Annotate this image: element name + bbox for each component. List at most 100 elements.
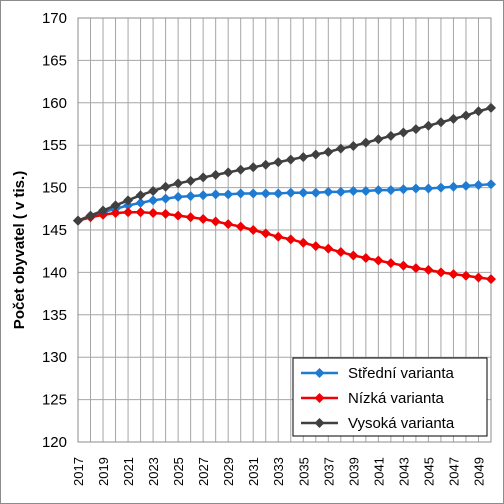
data-point bbox=[448, 181, 459, 192]
data-point bbox=[123, 207, 134, 218]
legend-label: Střední varianta bbox=[348, 365, 455, 382]
legend-marker bbox=[314, 418, 325, 428]
legend-label: Vysoká varianta bbox=[348, 415, 455, 432]
y-tick-label: 155 bbox=[42, 137, 67, 154]
data-point bbox=[323, 243, 334, 254]
data-point bbox=[310, 149, 321, 160]
data-point bbox=[260, 188, 271, 199]
y-tick-label: 150 bbox=[42, 180, 67, 197]
data-point bbox=[273, 157, 284, 168]
series-group bbox=[73, 102, 496, 285]
legend-item: Střední varianta bbox=[301, 365, 455, 382]
data-point bbox=[148, 208, 159, 219]
plot-area-border bbox=[77, 17, 492, 443]
data-point bbox=[335, 143, 346, 154]
series-3 bbox=[73, 102, 496, 226]
data-point bbox=[398, 260, 409, 271]
data-point bbox=[460, 180, 471, 191]
data-point bbox=[210, 169, 221, 180]
data-point bbox=[373, 134, 384, 145]
data-point bbox=[310, 187, 321, 198]
data-point bbox=[160, 181, 171, 192]
legend-marker bbox=[314, 393, 325, 403]
data-point bbox=[348, 141, 359, 152]
data-point bbox=[335, 247, 346, 258]
data-point bbox=[486, 179, 496, 190]
x-tick-label: 2033 bbox=[271, 457, 286, 486]
data-point bbox=[110, 200, 121, 211]
data-point bbox=[398, 184, 409, 195]
data-point bbox=[285, 234, 296, 245]
data-point bbox=[423, 183, 434, 194]
data-point bbox=[273, 231, 284, 242]
data-point bbox=[473, 180, 484, 191]
data-point bbox=[160, 193, 171, 204]
data-point bbox=[260, 228, 271, 239]
data-point bbox=[360, 252, 371, 263]
data-point bbox=[460, 110, 471, 121]
x-tick-label: 2049 bbox=[471, 457, 486, 486]
data-point bbox=[298, 187, 309, 198]
data-point bbox=[173, 210, 184, 221]
data-point bbox=[185, 175, 196, 186]
data-point bbox=[260, 159, 271, 170]
data-point bbox=[135, 207, 146, 218]
data-point bbox=[448, 269, 459, 280]
legend: Střední varianta Nízká varianta Vysoká var… bbox=[292, 357, 488, 437]
data-point bbox=[360, 185, 371, 196]
data-point bbox=[385, 130, 396, 141]
data-point bbox=[410, 183, 421, 194]
data-point bbox=[110, 208, 121, 219]
data-point bbox=[85, 210, 96, 221]
series-1 bbox=[73, 179, 496, 226]
data-point bbox=[385, 258, 396, 269]
data-point bbox=[360, 137, 371, 148]
y-tick-label: 145 bbox=[42, 222, 67, 239]
data-point bbox=[285, 154, 296, 165]
data-point bbox=[148, 185, 159, 196]
y-tick-label: 135 bbox=[42, 307, 67, 324]
data-point bbox=[335, 186, 346, 197]
data-point bbox=[248, 162, 259, 173]
data-point bbox=[460, 270, 471, 281]
data-point bbox=[223, 219, 234, 230]
data-point bbox=[123, 200, 134, 211]
data-point bbox=[173, 191, 184, 202]
axes bbox=[77, 17, 492, 443]
data-point bbox=[473, 272, 484, 283]
data-point bbox=[198, 213, 209, 224]
data-point bbox=[198, 172, 209, 183]
data-point bbox=[223, 189, 234, 200]
data-point bbox=[210, 189, 221, 200]
series-2 bbox=[73, 207, 496, 285]
data-point bbox=[235, 188, 246, 199]
x-tick-labels: 2017 2019 2021 2023 2025 2027 2029 2031 2033 2035… bbox=[71, 457, 486, 486]
data-point bbox=[185, 191, 196, 202]
y-tick-label: 125 bbox=[42, 392, 67, 409]
data-point bbox=[398, 127, 409, 138]
data-point bbox=[410, 263, 421, 274]
y-tick-label: 170 bbox=[42, 10, 67, 27]
y-tick-label: 140 bbox=[42, 264, 67, 281]
x-tick-label: 2025 bbox=[171, 457, 186, 486]
x-tick-label: 2043 bbox=[396, 457, 411, 486]
y-tick-label: 120 bbox=[42, 434, 67, 451]
y-tick-label: 165 bbox=[42, 52, 67, 69]
data-point bbox=[373, 185, 384, 196]
x-tick-label: 2021 bbox=[121, 457, 136, 486]
y-tick-label: 130 bbox=[42, 349, 67, 366]
x-tick-label: 2047 bbox=[446, 457, 461, 486]
x-tick-label: 2035 bbox=[296, 457, 311, 486]
data-point bbox=[323, 146, 334, 157]
data-point bbox=[198, 190, 209, 201]
data-point bbox=[98, 205, 109, 216]
data-point bbox=[486, 274, 496, 285]
y-axis-title: Počet obyvatel ( v tis.) bbox=[11, 171, 28, 329]
data-point bbox=[210, 216, 221, 227]
x-tick-label: 2037 bbox=[321, 457, 336, 486]
data-point bbox=[410, 124, 421, 135]
data-point bbox=[348, 250, 359, 261]
x-tick-label: 2041 bbox=[371, 457, 386, 486]
series-line bbox=[77, 106, 492, 222]
